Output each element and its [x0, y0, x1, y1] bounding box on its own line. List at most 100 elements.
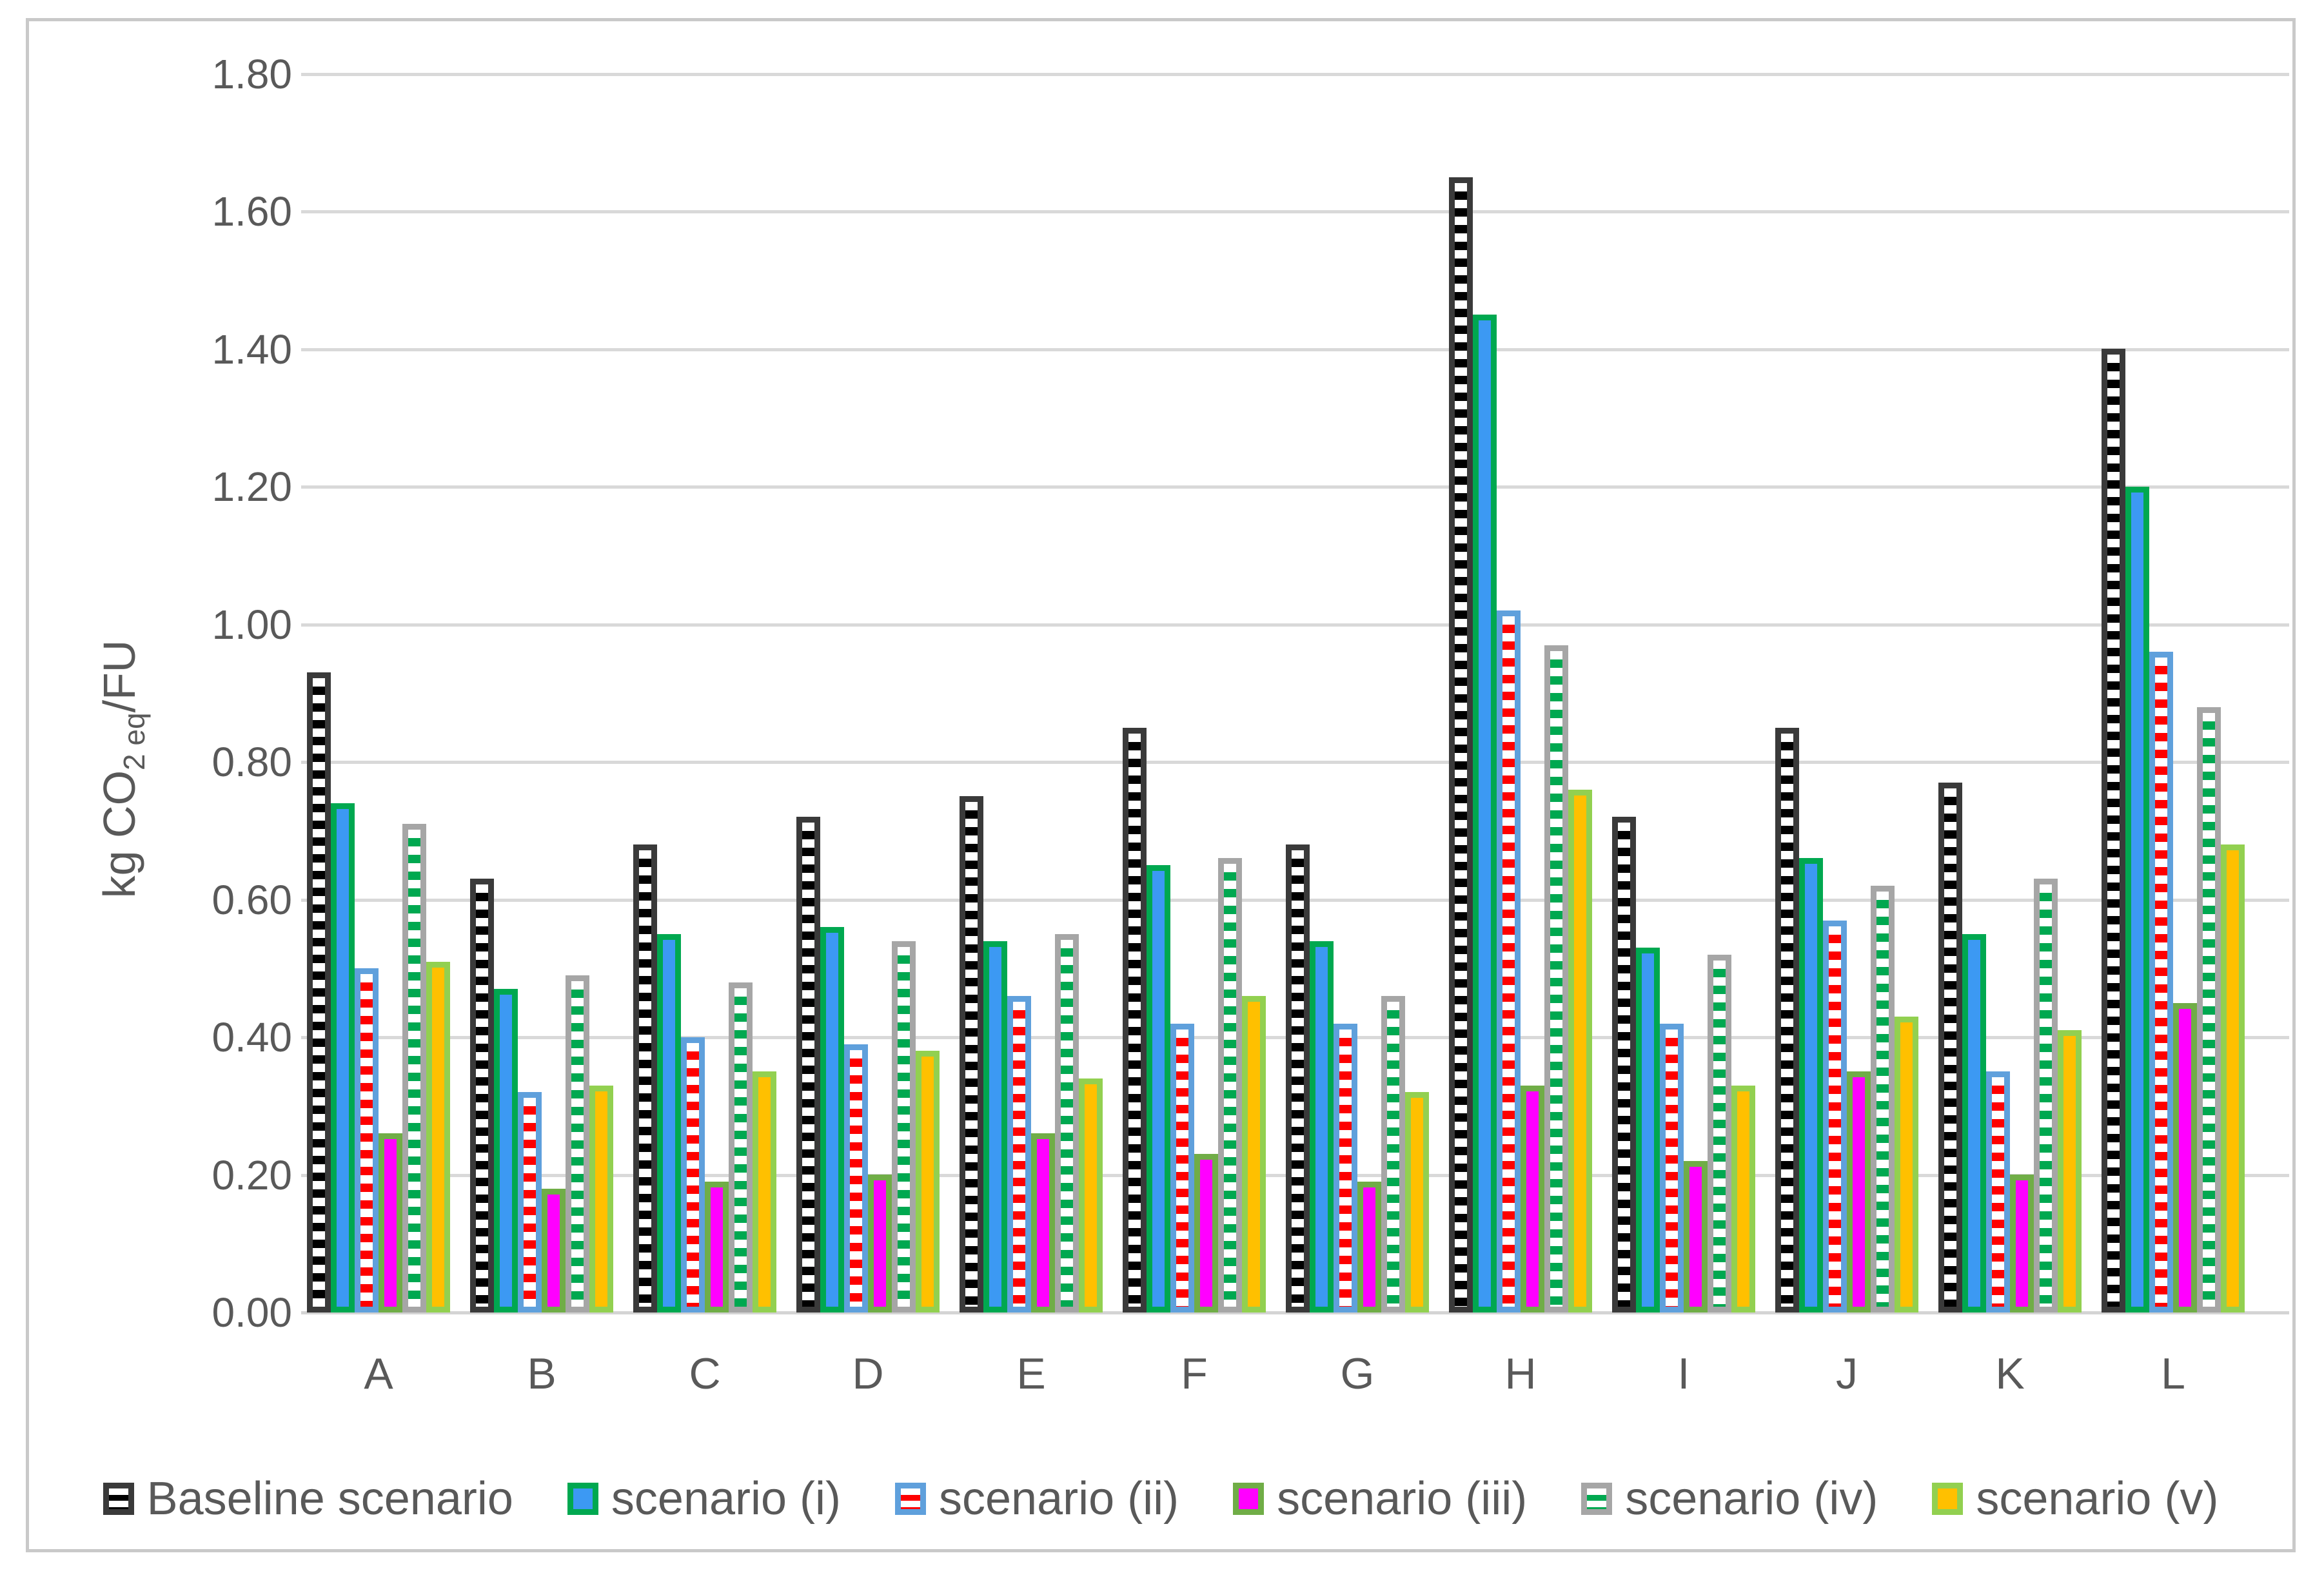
category-label-C: C	[689, 1349, 721, 1398]
bar-F-series-4	[1194, 1154, 1218, 1312]
bar-H-series-2	[1473, 315, 1497, 1312]
y-tick-label: 0.20	[212, 1151, 292, 1198]
legend-swatch-3	[895, 1483, 927, 1515]
bar-D-series-6	[916, 1051, 940, 1312]
y-tick-label: 1.80	[212, 50, 292, 97]
legend-item-2: scenario (i)	[567, 1472, 841, 1525]
bar-C-series-2	[657, 934, 681, 1312]
legend-swatch-1	[103, 1483, 134, 1515]
y-tick-label: 1.00	[212, 601, 292, 648]
y-tick-label: 1.20	[212, 463, 292, 510]
category-label-F: F	[1181, 1349, 1208, 1398]
bar-G-series-1	[1286, 844, 1310, 1312]
legend-item-4: scenario (iii)	[1233, 1472, 1527, 1525]
bar-F-series-2	[1147, 865, 1170, 1312]
bar-J-series-3	[1823, 921, 1847, 1312]
legend-swatch-5	[1581, 1483, 1613, 1515]
bar-E-series-2	[983, 941, 1007, 1312]
bar-E-series-4	[1031, 1133, 1055, 1312]
y-axis-title-subscript: 2 eq	[117, 712, 151, 770]
bar-H-series-6	[1568, 790, 1592, 1312]
bar-F-series-6	[1242, 996, 1266, 1312]
bar-D-series-4	[868, 1175, 892, 1312]
bar-B-series-2	[494, 989, 518, 1312]
legend-swatch-2	[567, 1483, 598, 1515]
bar-I-series-3	[1660, 1024, 1684, 1312]
category-label-J: J	[1836, 1349, 1858, 1398]
bar-I-series-1	[1612, 817, 1636, 1312]
bar-K-series-6	[2058, 1030, 2082, 1312]
category-label-B: B	[527, 1349, 556, 1398]
bar-J-series-4	[1847, 1071, 1871, 1312]
bar-D-series-2	[820, 927, 844, 1312]
bar-L-series-1	[2102, 349, 2125, 1312]
bar-L-series-3	[2149, 652, 2173, 1312]
bar-H-series-3	[1497, 610, 1521, 1312]
bar-K-series-2	[1962, 934, 1986, 1312]
bar-C-series-4	[705, 1182, 729, 1312]
bar-L-series-5	[2197, 707, 2221, 1312]
bar-L-series-2	[2125, 487, 2149, 1312]
category-label-D: D	[852, 1349, 884, 1398]
y-tick-label: 0.60	[212, 876, 292, 923]
category-label-L: L	[2161, 1349, 2185, 1398]
bar-G-series-4	[1357, 1182, 1381, 1312]
bar-F-series-3	[1170, 1024, 1194, 1312]
legend-label-1: Baseline scenario	[146, 1473, 513, 1525]
legend-label-5: scenario (iv)	[1625, 1473, 1878, 1525]
bar-K-series-1	[1938, 783, 1962, 1312]
bar-C-series-6	[753, 1071, 776, 1312]
bar-E-series-5	[1055, 934, 1079, 1312]
bar-J-series-1	[1775, 728, 1799, 1312]
bar-A-series-1	[307, 672, 331, 1312]
bar-E-series-1	[960, 796, 983, 1312]
legend-item-5: scenario (iv)	[1581, 1472, 1878, 1525]
legend-item-6: scenario (v)	[1932, 1472, 2218, 1525]
bar-B-series-3	[518, 1092, 542, 1312]
legend-item-1: Baseline scenario	[103, 1472, 513, 1525]
y-tick-label: 0.40	[212, 1014, 292, 1060]
gridline-1.00	[301, 623, 2289, 627]
bar-B-series-4	[542, 1189, 566, 1312]
bar-F-series-5	[1218, 858, 1242, 1312]
y-tick-label: 1.40	[212, 326, 292, 373]
category-label-H: H	[1504, 1349, 1537, 1398]
bar-L-series-4	[2173, 1003, 2197, 1312]
category-label-G: G	[1340, 1349, 1375, 1398]
bar-D-series-3	[844, 1044, 868, 1312]
bar-G-series-2	[1310, 941, 1334, 1312]
bar-F-series-1	[1123, 728, 1147, 1312]
y-tick-label: 1.60	[212, 188, 292, 235]
bar-A-series-5	[402, 824, 426, 1312]
bar-G-series-3	[1334, 1024, 1357, 1312]
bar-H-series-4	[1521, 1086, 1544, 1312]
bar-B-series-1	[470, 879, 494, 1312]
bar-G-series-6	[1405, 1092, 1429, 1312]
bar-I-series-5	[1708, 955, 1731, 1312]
bar-H-series-5	[1544, 645, 1568, 1312]
bar-B-series-6	[589, 1086, 613, 1312]
gridline-0.80	[301, 761, 2289, 764]
category-label-E: E	[1016, 1349, 1046, 1398]
bar-I-series-4	[1684, 1161, 1708, 1312]
gridline-1.60	[301, 210, 2289, 213]
legend-label-6: scenario (v)	[1976, 1473, 2219, 1525]
bar-K-series-5	[2034, 879, 2058, 1312]
bar-J-series-5	[1871, 886, 1895, 1312]
bar-A-series-2	[331, 803, 355, 1312]
y-axis-title-pre: kg CO	[94, 770, 144, 899]
gridline-1.40	[301, 347, 2289, 351]
bar-K-series-4	[2010, 1175, 2034, 1312]
bar-D-series-5	[892, 941, 916, 1312]
legend-swatch-4	[1233, 1483, 1265, 1515]
bar-H-series-1	[1449, 177, 1473, 1312]
bar-A-series-3	[355, 968, 379, 1312]
category-label-K: K	[1995, 1349, 2025, 1398]
bar-E-series-6	[1079, 1078, 1103, 1312]
y-tick-label: 0.80	[212, 739, 292, 785]
y-tick-label: 0.00	[212, 1289, 292, 1336]
y-axis-title-post: /FU	[94, 639, 144, 713]
legend-item-3: scenario (ii)	[895, 1472, 1179, 1525]
y-axis-title: kg CO2 eq/FU	[90, 318, 151, 1220]
gridline-1.20	[301, 485, 2289, 489]
